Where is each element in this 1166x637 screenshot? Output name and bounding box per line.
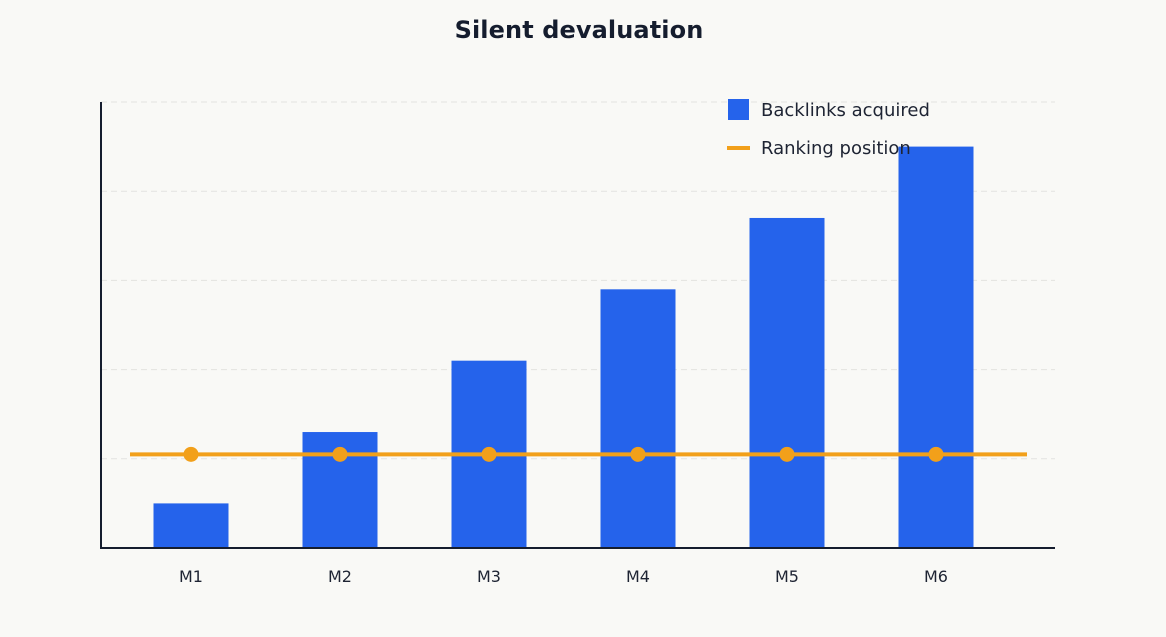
x-tick-label: M2 <box>328 567 352 586</box>
x-tick-label: M3 <box>477 567 501 586</box>
ranking-point-m5 <box>779 446 795 462</box>
legend-label-backlinks: Backlinks acquired <box>761 100 930 121</box>
bar-m6 <box>898 146 974 548</box>
legend-label-ranking: Ranking position <box>761 138 911 159</box>
bar-series <box>153 146 974 548</box>
bar-m4 <box>600 289 676 548</box>
gridlines <box>101 101 1055 460</box>
x-tick-label: M5 <box>775 567 799 586</box>
bar-m5 <box>749 217 825 548</box>
bar-m1 <box>153 503 229 548</box>
x-tick-label: M6 <box>924 567 948 586</box>
x-tick-labels: M1 M2 M3 M4 M5 M6 <box>179 567 948 586</box>
ranking-point-m1 <box>183 446 199 462</box>
x-tick-label: M4 <box>626 567 650 586</box>
ranking-point-m2 <box>332 446 348 462</box>
ranking-point-m4 <box>630 446 646 462</box>
chart-title: Silent devaluation <box>454 16 704 44</box>
ranking-point-m3 <box>481 446 497 462</box>
line-series <box>130 446 1027 462</box>
legend-swatch-bar <box>728 99 749 120</box>
legend: Backlinks acquired Ranking position <box>727 99 930 159</box>
axes <box>100 102 1055 549</box>
x-tick-label: M1 <box>179 567 203 586</box>
ranking-point-m6 <box>928 446 944 462</box>
